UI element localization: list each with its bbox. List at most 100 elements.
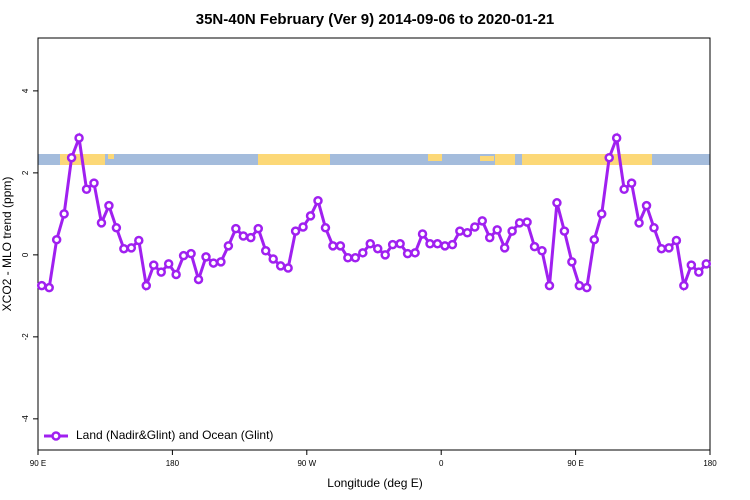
data-point	[141, 280, 152, 291]
data-point	[649, 223, 659, 233]
data-point	[253, 223, 264, 234]
data-point	[380, 250, 390, 260]
data-point	[537, 246, 547, 256]
data-point	[178, 250, 189, 261]
data-point	[193, 274, 204, 285]
data-point	[126, 243, 137, 253]
data-point	[440, 241, 450, 251]
data-point	[89, 178, 99, 188]
x-tick-label: 90 E	[30, 459, 46, 468]
data-point	[552, 198, 562, 208]
data-point	[298, 222, 308, 232]
data-point	[387, 239, 398, 250]
data-point	[432, 239, 443, 249]
data-point	[582, 282, 592, 293]
data-point	[268, 254, 278, 264]
data-point	[664, 243, 674, 253]
data-point	[686, 260, 697, 270]
data-point	[529, 241, 540, 252]
data-point	[290, 226, 301, 236]
data-point	[231, 223, 241, 234]
data-point	[335, 241, 346, 251]
data-point	[671, 235, 682, 246]
data-point	[410, 248, 420, 258]
data-point	[492, 225, 502, 235]
chart-title: 35N-40N February (Ver 9) 2014-09-06 to 2…	[196, 11, 555, 28]
data-point	[522, 217, 532, 227]
data-point	[395, 239, 405, 249]
x-tick-label: 180	[703, 459, 717, 468]
data-point	[163, 259, 174, 269]
data-point	[66, 152, 77, 163]
x-tick-label: 90 E	[567, 459, 583, 468]
y-tick-label: 2	[21, 170, 30, 175]
data-point	[634, 218, 644, 228]
data-point	[201, 252, 211, 262]
data-point	[656, 243, 667, 254]
data-point	[350, 252, 361, 263]
data-point	[470, 222, 480, 232]
data-point	[544, 280, 555, 291]
data-point	[36, 280, 47, 291]
legend: Land (Nadir&Glint) and Ocean (Glint)	[44, 428, 273, 442]
data-point	[641, 200, 652, 211]
data-point	[611, 133, 622, 143]
data-point	[216, 257, 226, 267]
data-point	[171, 269, 181, 280]
legend-label: Land (Nadir&Glint) and Ocean (Glint)	[76, 428, 273, 442]
data-point	[156, 267, 166, 277]
data-point	[328, 241, 338, 251]
y-tick-label: -4	[21, 415, 30, 423]
data-point	[223, 241, 234, 251]
data-point	[358, 248, 368, 258]
data-point	[134, 235, 144, 246]
data-point	[484, 232, 495, 243]
data-point	[96, 218, 107, 228]
data-point	[238, 231, 249, 241]
data-point	[343, 252, 353, 263]
data-point	[59, 209, 69, 219]
x-tick-label: 180	[166, 459, 180, 468]
data-point	[365, 239, 376, 249]
data-point	[81, 184, 92, 195]
data-point	[372, 243, 383, 254]
data-point	[44, 282, 54, 293]
data-point	[507, 226, 517, 236]
data-point	[313, 196, 323, 206]
plot-frame	[37, 37, 711, 451]
data-point	[104, 200, 114, 211]
data-point	[694, 267, 704, 277]
data-point	[679, 280, 689, 291]
data-point	[425, 239, 435, 249]
y-axis-label: XCO2 - MLO trend (ppm)	[0, 177, 14, 312]
data-point	[74, 133, 84, 143]
data-point	[701, 259, 712, 269]
data-point	[626, 178, 637, 188]
legend-marker	[51, 431, 61, 441]
data-point	[260, 246, 271, 256]
data-point	[246, 232, 256, 243]
data-point	[208, 258, 219, 268]
x-tick-label: 90 W	[297, 459, 316, 468]
data-point	[119, 243, 129, 254]
data-point	[589, 234, 600, 245]
data-point	[559, 226, 570, 236]
data-point	[111, 223, 122, 233]
y-tick-label: 0	[21, 252, 30, 257]
data-point	[574, 280, 585, 291]
data-point	[596, 209, 607, 219]
data-point	[619, 184, 629, 195]
y-tick-label: -2	[21, 333, 30, 341]
x-tick-label: 0	[439, 459, 444, 468]
data-point	[455, 226, 465, 236]
data-point	[514, 218, 525, 228]
data-point	[477, 216, 488, 226]
data-point	[283, 263, 293, 273]
data-point	[417, 229, 428, 239]
data-point	[567, 257, 577, 267]
data-point	[51, 234, 62, 245]
data-point	[148, 260, 159, 270]
data-point	[402, 248, 413, 259]
data-point	[499, 243, 510, 253]
